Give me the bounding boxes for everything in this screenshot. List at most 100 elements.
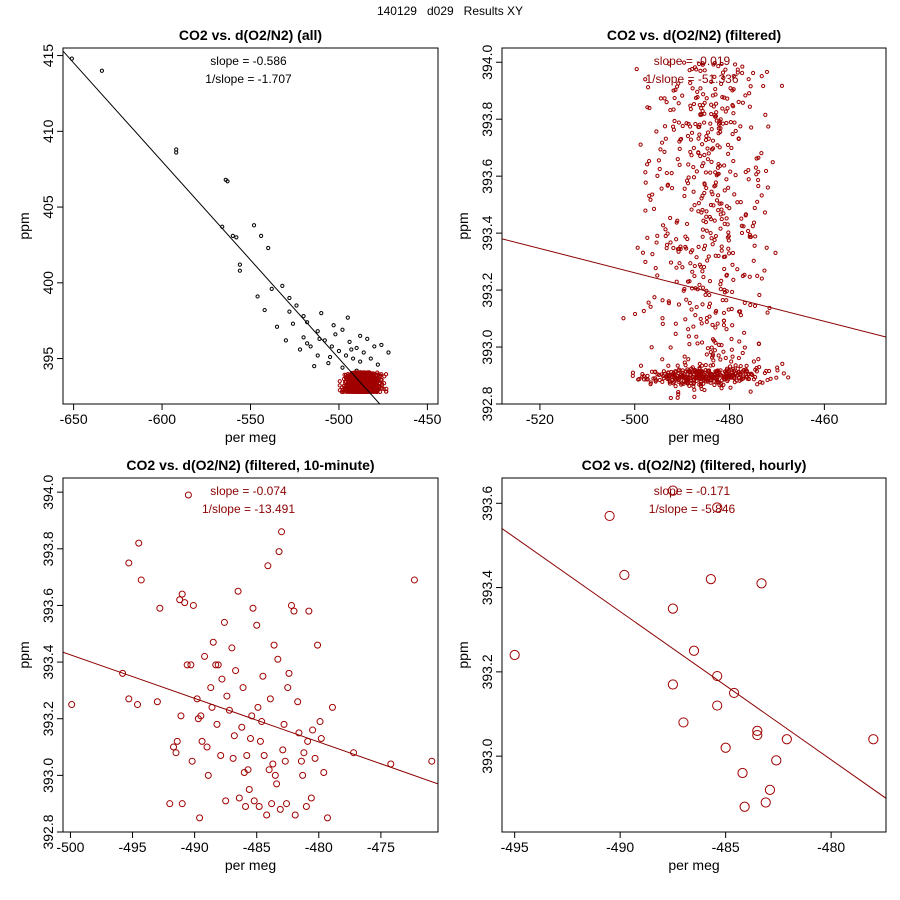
- cluster-point: [675, 395, 680, 400]
- cluster-point: [687, 300, 692, 306]
- cluster-point: [698, 153, 703, 159]
- cluster-point: [740, 350, 745, 356]
- data-point: [207, 684, 215, 692]
- data-point: [213, 720, 221, 728]
- data-point: [242, 803, 250, 811]
- data-point: [269, 286, 274, 291]
- cluster-point: [660, 298, 665, 303]
- cluster-point: [713, 114, 719, 119]
- cluster-point: [345, 373, 350, 379]
- y-tick-label: 405: [40, 195, 56, 219]
- x-tick-label: -500: [325, 411, 353, 427]
- cluster-point: [747, 274, 752, 279]
- cluster-point: [761, 83, 766, 89]
- cluster-point: [762, 210, 768, 215]
- cluster-point: [721, 382, 726, 387]
- cluster-point: [339, 385, 345, 390]
- data-point: [410, 576, 418, 584]
- cluster-point: [732, 192, 737, 197]
- cluster-point: [647, 105, 652, 111]
- cluster-point: [708, 363, 713, 368]
- cluster-point: [653, 265, 658, 271]
- cluster-point: [719, 244, 724, 249]
- cluster-point: [376, 387, 381, 392]
- cluster-point: [693, 313, 698, 318]
- cluster-point: [658, 147, 663, 152]
- cluster-point: [760, 380, 765, 385]
- data-point: [280, 720, 288, 728]
- cluster-point: [723, 67, 728, 72]
- cluster-point: [779, 83, 785, 88]
- cluster-point: [743, 169, 748, 175]
- data-point: [320, 769, 328, 777]
- cluster-point: [721, 322, 727, 328]
- cluster-point: [700, 285, 706, 290]
- data-point: [260, 752, 268, 760]
- cluster-point: [662, 96, 667, 101]
- cluster-point: [632, 311, 638, 317]
- data-point: [309, 726, 317, 734]
- cluster-point: [726, 307, 731, 312]
- data-point: [280, 283, 285, 288]
- cluster-point: [728, 169, 733, 174]
- data-point: [178, 800, 186, 808]
- cluster-point: [342, 380, 348, 385]
- data-point: [254, 703, 262, 711]
- fit-line: [502, 528, 886, 799]
- cluster-point: [731, 111, 736, 116]
- cluster-point: [637, 376, 642, 382]
- cluster-point: [673, 87, 678, 92]
- data-point: [712, 700, 723, 711]
- y-tick-label: 393.6: [479, 486, 495, 521]
- cluster-point: [756, 183, 761, 189]
- cluster-point: [774, 375, 779, 380]
- cluster-point: [753, 234, 758, 239]
- data-point: [386, 350, 391, 355]
- cluster-point: [692, 263, 697, 269]
- cluster-point: [759, 276, 764, 281]
- cluster-point: [681, 288, 686, 293]
- cluster-point: [671, 127, 677, 132]
- data-point: [197, 712, 205, 720]
- data-point: [156, 604, 164, 612]
- cluster-point: [751, 359, 757, 364]
- data-point: [119, 669, 127, 677]
- data-point: [329, 344, 334, 349]
- cluster-point: [353, 389, 358, 394]
- data-point: [237, 268, 242, 273]
- cluster-point: [638, 363, 644, 368]
- cluster-point: [697, 262, 702, 267]
- cluster-point: [646, 300, 651, 305]
- cluster-point: [735, 67, 740, 72]
- cluster-point: [719, 61, 724, 67]
- cluster-point: [752, 303, 758, 308]
- cluster-point: [674, 237, 679, 242]
- cluster-point: [650, 251, 655, 257]
- cluster-point: [691, 384, 696, 389]
- data-point: [99, 68, 105, 73]
- y-axis-label: ppm: [16, 212, 32, 239]
- cluster-point: [786, 375, 791, 380]
- cluster-point: [724, 327, 729, 332]
- cluster-point: [349, 378, 354, 383]
- cluster-point: [709, 79, 714, 84]
- cluster-point: [704, 209, 709, 214]
- cluster-point: [648, 304, 653, 309]
- data-point: [667, 603, 679, 614]
- data-point: [301, 335, 306, 340]
- cluster-point: [747, 91, 752, 96]
- cluster-point: [712, 74, 717, 79]
- cluster-point: [724, 204, 729, 209]
- cluster-point: [692, 203, 697, 208]
- cluster-point: [694, 334, 699, 339]
- cluster-point: [671, 245, 676, 251]
- cluster-point: [675, 218, 680, 223]
- cluster-point: [722, 188, 727, 193]
- cluster-point: [738, 313, 744, 318]
- cluster-point: [641, 308, 646, 314]
- cluster-point: [673, 331, 678, 336]
- data-point: [245, 786, 253, 794]
- cluster-point: [353, 379, 358, 385]
- cluster-point: [722, 266, 727, 272]
- cluster-point: [659, 186, 664, 191]
